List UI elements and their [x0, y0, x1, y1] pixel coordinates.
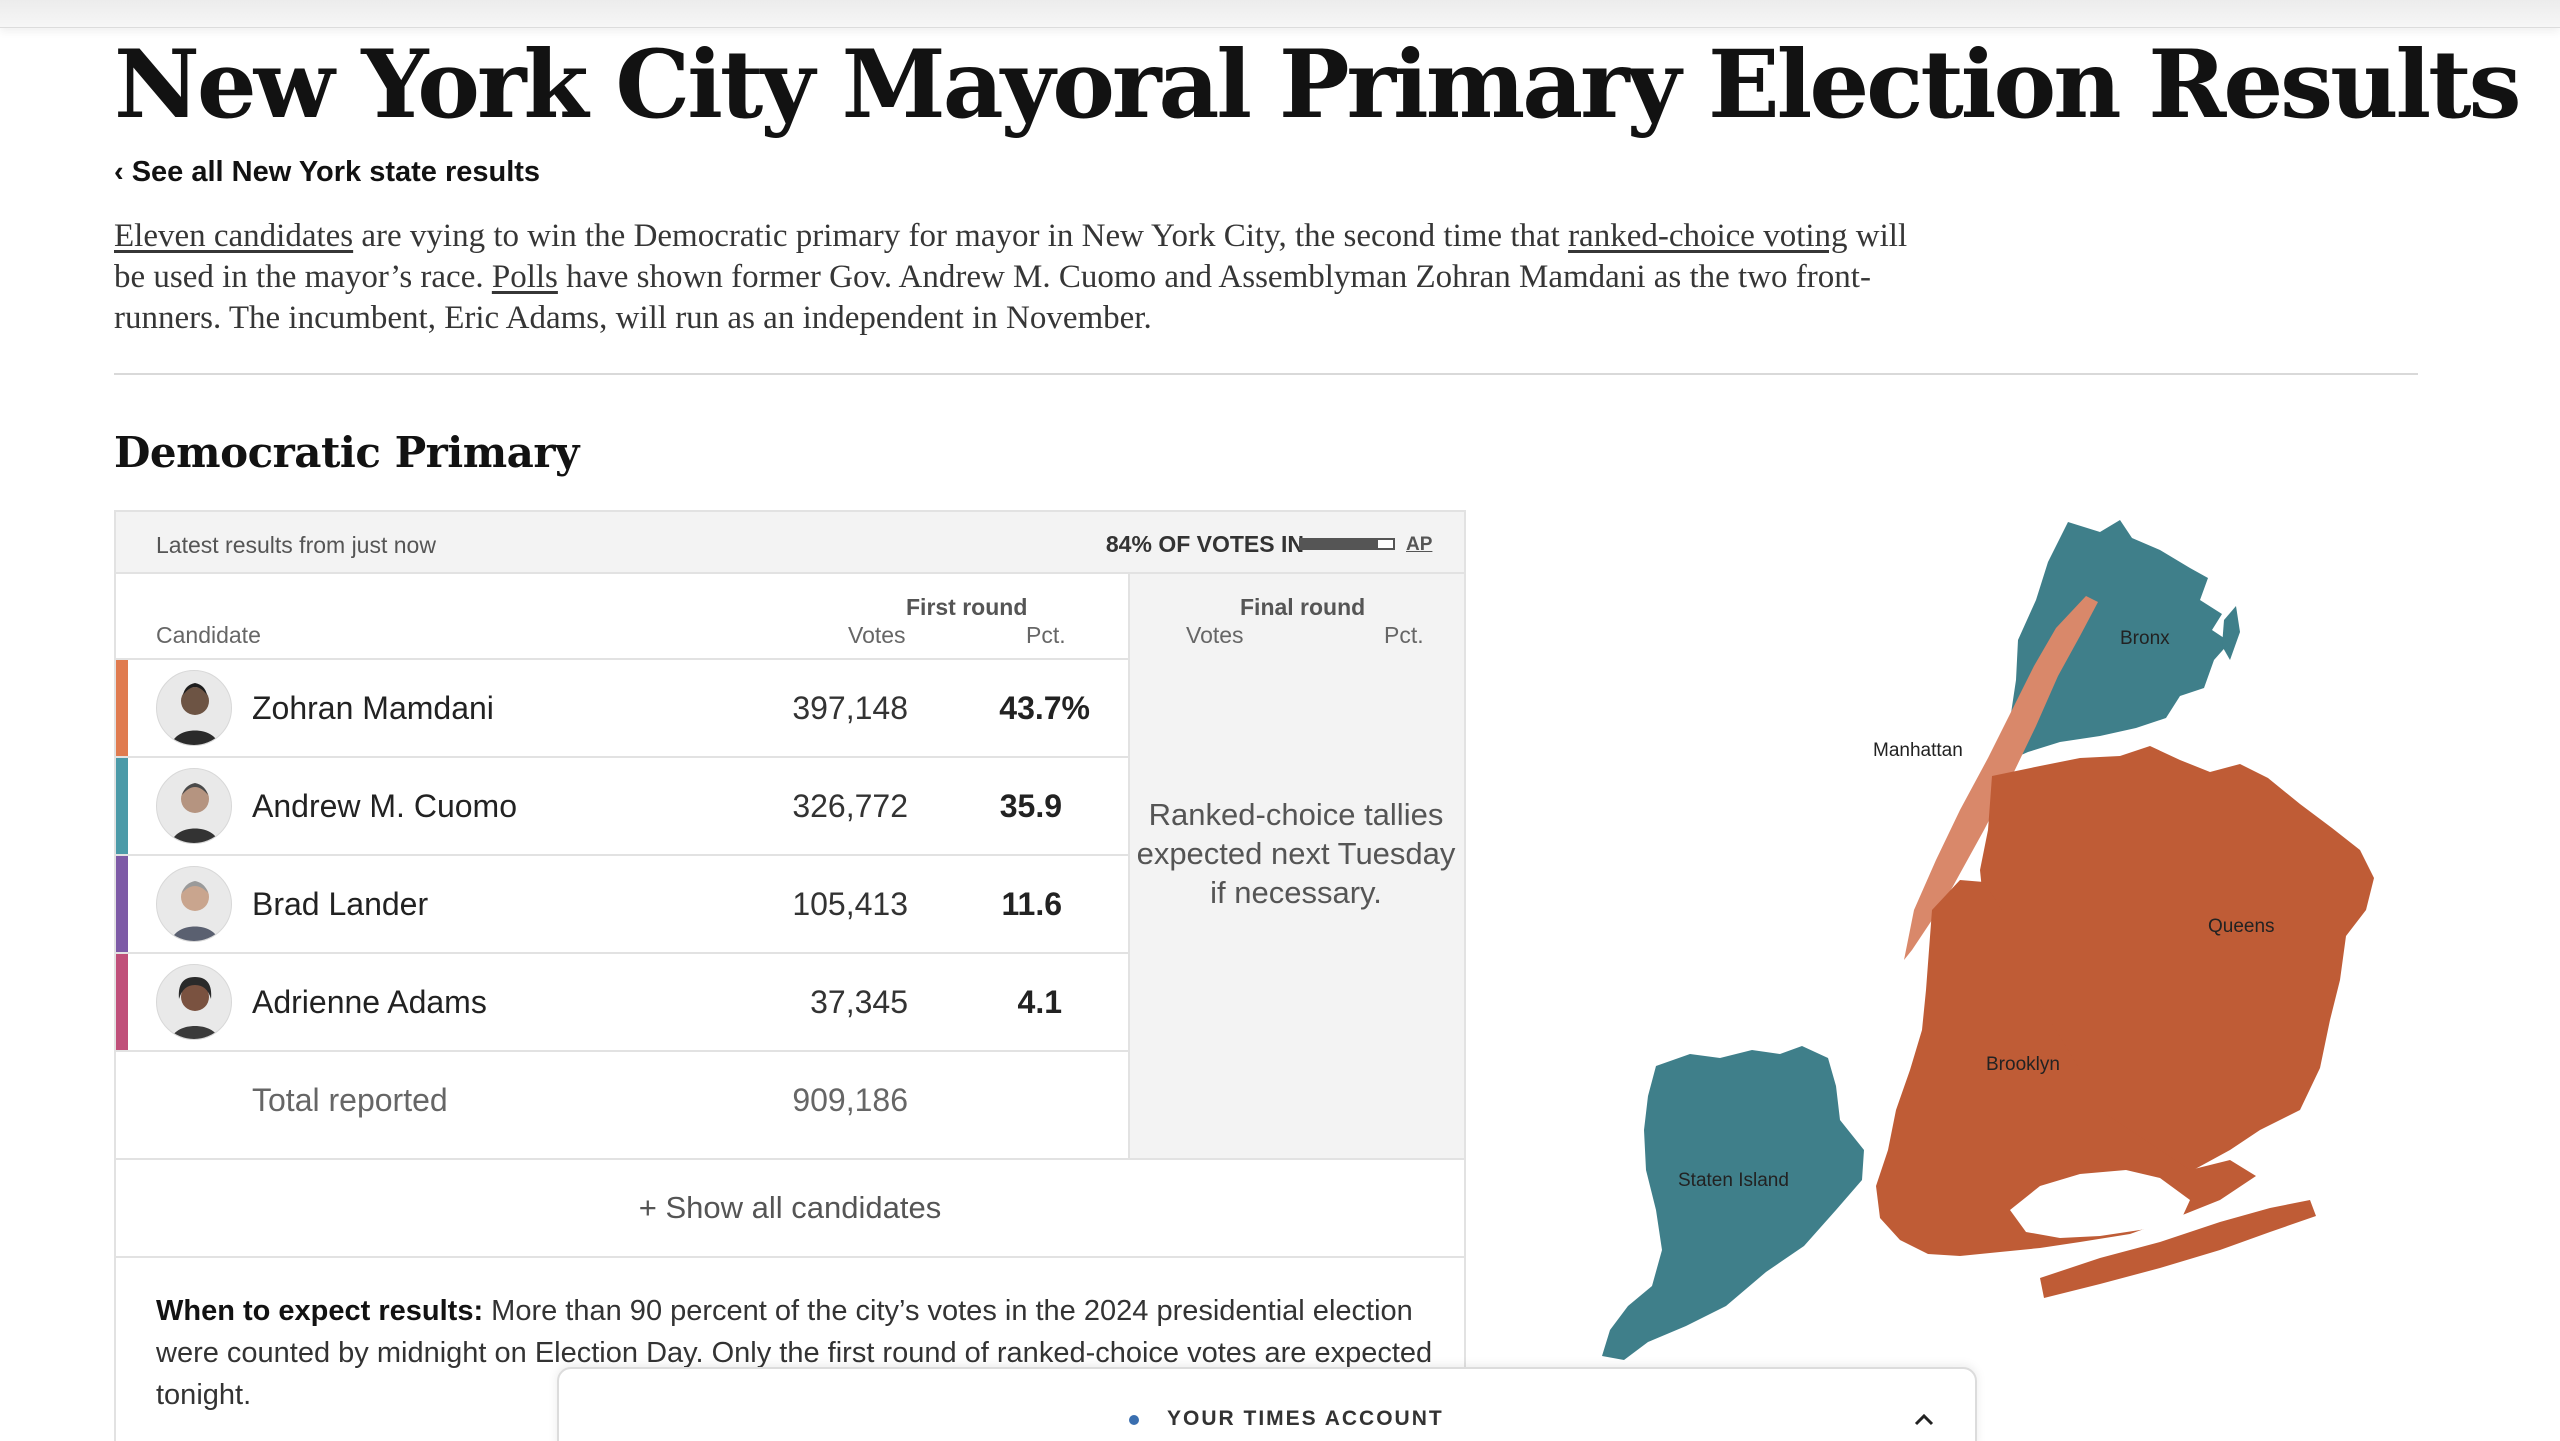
results-table: Latest results from just now 84% OF VOTE… — [114, 510, 1466, 1441]
candidate-color-stripe — [116, 856, 128, 952]
ap-source-link[interactable]: AP — [1406, 534, 1433, 555]
expect-text: More than 90 percent of the city’s votes… — [156, 1295, 1433, 1411]
bronx-borough[interactable] — [2010, 520, 2230, 760]
candidate-name: Andrew M. Cuomo — [252, 788, 517, 824]
rockaway-peninsula[interactable] — [2040, 1200, 2316, 1298]
intro-text-2: will be used in the mayor’s race. — [114, 218, 1908, 295]
eleven-candidates-link[interactable]: Eleven candidates — [114, 218, 354, 254]
final-round-pct-header: Pct. — [1384, 622, 1424, 648]
your-times-account-label: YOUR TIMES ACCOUNT — [1167, 1407, 1444, 1430]
bronx-label: Bronx — [2120, 628, 2170, 649]
total-row: Total reported 909,186 — [116, 1052, 1128, 1150]
times-account-bar[interactable]: YOUR TIMES ACCOUNT — [557, 1367, 1977, 1441]
staten-island-label: Staten Island — [1678, 1170, 1789, 1191]
ranked-choice-voting-link[interactable]: ranked-choice voting — [1568, 218, 1848, 254]
candidate-votes: 105,413 — [792, 886, 908, 922]
intro-text-3: have shown former Gov. Andrew M. Cuomo a… — [114, 259, 1871, 336]
bronx-inlet — [2222, 606, 2240, 660]
brooklyn-borough[interactable] — [1876, 880, 2256, 1256]
queens-label: Queens — [2208, 916, 2275, 937]
candidate-row: Adrienne Adams 37,345 4.1 — [116, 954, 1128, 1052]
candidate-pct: 43.7% — [999, 690, 1090, 726]
candidate-color-stripe — [116, 758, 128, 854]
votes-in-text: 84% OF VOTES IN — [1105, 531, 1304, 557]
candidate-header: Candidate — [156, 622, 261, 648]
final-round-panel — [1128, 574, 1464, 1158]
democratic-primary-heading: Democratic Primary — [114, 428, 579, 477]
intro-paragraph: Eleven candidates are vying to win the D… — [114, 216, 1914, 339]
candidate-avatar — [156, 670, 232, 746]
candidate-avatar — [156, 768, 232, 844]
page-title: New York City Mayoral Primary Election R… — [114, 30, 2521, 140]
manhattan-label: Manhattan — [1873, 740, 1963, 761]
first-round-votes-header: Votes — [848, 622, 906, 648]
show-all-candidates-button[interactable]: + Show all candidates — [116, 1158, 1464, 1258]
candidate-pct: 11.6 — [1001, 886, 1062, 922]
total-votes: 909,186 — [792, 1082, 908, 1118]
expect-label: When to expect results: — [156, 1295, 484, 1327]
header-divider — [116, 658, 1128, 660]
browser-top-edge — [0, 0, 2560, 28]
candidate-name: Adrienne Adams — [252, 984, 487, 1020]
candidate-color-stripe — [116, 660, 128, 756]
first-round-pct-header: Pct. — [1026, 622, 1066, 648]
candidate-avatar — [156, 866, 232, 942]
candidate-pct: 35.9 — [999, 788, 1062, 824]
status-bar: Latest results from just now 84% OF VOTE… — [116, 512, 1464, 574]
first-round-header: First round — [906, 594, 1028, 620]
candidate-votes: 37,345 — [810, 984, 908, 1020]
candidate-row: Andrew M. Cuomo 326,772 35.9 — [116, 758, 1128, 856]
ranked-choice-note: Ranked-choice tallies expected next Tues… — [1136, 797, 1456, 910]
candidate-name: Zohran Mamdani — [252, 690, 494, 726]
polls-link[interactable]: Polls — [491, 259, 558, 295]
staten-island-borough[interactable] — [1602, 1046, 1864, 1360]
candidate-votes: 326,772 — [792, 788, 908, 824]
candidate-row: Brad Lander 105,413 11.6 — [116, 856, 1128, 954]
intro-text-1: are vying to win the Democratic primary … — [353, 218, 1569, 254]
final-round-votes-header: Votes — [1186, 622, 1244, 648]
candidate-row: Zohran Mamdani 397,148 43.7% — [116, 660, 1128, 758]
votes-in-progress-bar — [1299, 538, 1395, 550]
chevron-up-icon[interactable] — [1913, 1409, 1935, 1431]
candidate-votes: 397,148 — [792, 690, 908, 726]
votes-in-progress-fill — [1301, 540, 1379, 548]
see-all-new-york-link[interactable]: ‹ See all New York state results — [114, 156, 541, 188]
account-status-dot — [1129, 1415, 1139, 1425]
nyc-borough-map: Bronx Manhattan Queens Brooklyn Staten I… — [1602, 520, 2374, 1360]
candidate-avatar — [156, 964, 232, 1040]
jamaica-bay — [2010, 1170, 2190, 1238]
section-divider — [114, 373, 2418, 375]
final-round-header: Final round — [1240, 594, 1366, 620]
candidate-name: Brad Lander — [252, 886, 429, 922]
candidate-pct: 4.1 — [1017, 984, 1062, 1020]
when-to-expect-results: When to expect results: More than 90 per… — [156, 1290, 1446, 1416]
brooklyn-label: Brooklyn — [1986, 1054, 2060, 1075]
latest-results-text: Latest results from just now — [156, 532, 436, 558]
total-label: Total reported — [252, 1082, 448, 1118]
candidate-color-stripe — [116, 954, 128, 1050]
